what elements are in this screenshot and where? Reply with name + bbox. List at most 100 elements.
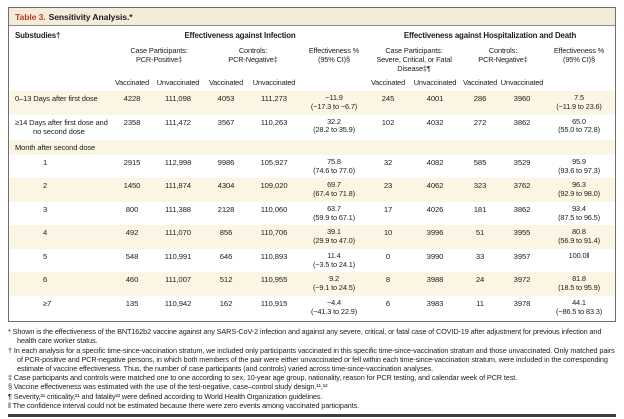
cell-value: 3957	[513, 251, 531, 261]
cell-value: 4032	[426, 117, 444, 127]
cell-value: 2128	[217, 204, 235, 214]
cell-value: 8	[385, 275, 391, 285]
cell-effectiveness: 9.2 (−9.1 to 24.5)	[312, 274, 356, 293]
section-header-row: Month after second dose	[9, 139, 615, 156]
table-row: 0–13 Days after first dose 4228 111,098 …	[9, 91, 615, 115]
cell-value: 111,070	[165, 228, 191, 238]
section-label: Month after second dose	[15, 142, 96, 152]
cell-value: 2915	[123, 158, 141, 168]
cell-value: 9986	[217, 158, 235, 168]
cell-value: 585	[473, 158, 487, 168]
sensitivity-analysis-table: Table 3. Sensitivity Analysis.* Substudie…	[8, 7, 616, 323]
subheader-case-pcr-positive: Case Participants: PCR-Positive‡	[130, 46, 188, 65]
cell-value: 110,955	[260, 275, 288, 285]
cell-value: 105,927	[260, 158, 288, 168]
cell-effectiveness: 80.8 (56.9 to 91.4)	[558, 227, 600, 246]
cell-value: 492	[125, 228, 139, 238]
bottom-rule	[8, 413, 616, 417]
col-vaccinated-3: Vaccinated	[370, 78, 406, 88]
cell-value: 3955	[513, 228, 531, 238]
cell-effectiveness: 96.3 (92.9 to 98.0)	[558, 180, 600, 199]
row-label: 1	[43, 158, 48, 168]
footnote-section: § Vaccine effectiveness was estimated wi…	[8, 382, 328, 392]
subheader-case-severe-critical-fatal: Case Participants: Severe, Critical, or …	[376, 46, 452, 74]
row-label: 0–13 Days after first dose	[15, 94, 98, 104]
cell-value: 3978	[513, 298, 531, 308]
row-label: 4	[43, 228, 48, 238]
cell-value: 24	[475, 275, 485, 285]
table-row: 3 800 111,388 2128 110,060 63.7 (59.9 to…	[9, 202, 615, 225]
footnote-double-bar: ‖ The confidence interval could not be e…	[8, 400, 360, 410]
row-label: 3	[43, 204, 48, 214]
cell-value: 11	[476, 298, 484, 308]
cell-value: 3990	[426, 251, 444, 261]
cell-effectiveness: 100.0‖	[568, 250, 590, 260]
cell-value: 4062	[426, 181, 444, 191]
cell-value: 111,472	[165, 117, 191, 127]
cell-value: 460	[125, 275, 139, 285]
cell-value: 6	[385, 298, 391, 308]
cell-value: 245	[381, 94, 395, 104]
cell-value: 4026	[426, 204, 444, 214]
cell-effectiveness: 32.2 (28.2 to 35.9)	[313, 116, 355, 135]
cell-effectiveness: 7.5 (−11.9 to 23.6)	[556, 93, 602, 111]
cell-value: 110,991	[164, 251, 192, 261]
cell-value: 1450	[123, 181, 141, 191]
cell-value: 10	[383, 228, 393, 238]
table-row: 1 2915 112,998 9986 105,927 75.8 (74.6 t…	[9, 155, 615, 178]
col-unvaccinated-1: Unvaccinated	[156, 78, 200, 88]
cell-value: 162	[219, 298, 233, 308]
table-row: 5 548 110,991 646 110,893 11.4 (−3.5 to …	[9, 249, 615, 272]
row-label: ≥7	[43, 298, 52, 308]
cell-value: 3996	[426, 228, 444, 238]
subheader-effectiveness-1: Effectiveness % (95% CI)§	[308, 46, 360, 65]
cell-effectiveness: 75.8 (74.6 to 77.0)	[313, 157, 355, 175]
cell-value: 4053	[217, 94, 235, 104]
cell-effectiveness: 63.7 (59.9 to 67.1)	[313, 203, 355, 222]
table-row: ≥14 Days after first dose and no second …	[9, 115, 615, 140]
footnote-double-dagger: ‡ Case participants and controls were ma…	[8, 373, 518, 383]
cell-value: 110,263	[260, 117, 288, 127]
column-header-substudies: Substudies†	[15, 31, 61, 40]
cell-value: 4001	[426, 94, 444, 104]
table-row: ≥7 135 110,942 162 110,915 −4.4 (−41.3 t…	[9, 296, 615, 321]
row-label: 5	[43, 251, 48, 261]
group-header-hospitalization-death: Effectiveness against Hospitalization an…	[403, 31, 577, 40]
cell-effectiveness: 93.4 (87.5 to 96.5)	[558, 203, 600, 222]
table-title-bar: Table 3. Sensitivity Analysis.*	[9, 8, 615, 26]
cell-value: 4304	[217, 181, 235, 191]
cell-value: 4228	[123, 94, 141, 104]
cell-value: 3862	[513, 204, 531, 214]
table-body: 0–13 Days after first dose 4228 111,098 …	[9, 91, 615, 321]
cell-value: 272	[473, 117, 487, 127]
cell-value: 135	[125, 298, 139, 308]
cell-value: 110,942	[164, 298, 192, 308]
cell-value: 111,098	[165, 94, 191, 104]
cell-value: 3862	[513, 117, 531, 127]
cell-value: 800	[125, 204, 139, 214]
cell-value: 3567	[217, 117, 235, 127]
cell-value: 23	[383, 181, 393, 191]
header-subgroup-row: Case Participants: PCR-Positive‡ Control…	[9, 40, 615, 73]
header-vaccination-status-row: Vaccinated Unvaccinated Vaccinated Unvac…	[9, 73, 615, 91]
table-number: Table 3.	[15, 12, 46, 22]
cell-effectiveness: 69.7 (67.4 to 71.8)	[313, 180, 355, 199]
cell-value: 3988	[426, 275, 444, 285]
cell-value: 286	[473, 94, 487, 104]
cell-effectiveness: −4.4 (−41.3 to 22.9)	[310, 297, 358, 316]
cell-effectiveness: 95.9 (93.6 to 97.3)	[558, 157, 600, 175]
cell-value: 110,706	[260, 228, 288, 238]
cell-value: 512	[219, 275, 233, 285]
cell-value: 548	[125, 251, 139, 261]
row-label: ≥14 Days after first dose and no second …	[15, 117, 108, 137]
cell-value: 111,007	[165, 275, 191, 285]
cell-effectiveness: 11.4 (−3.5 to 24.1)	[312, 250, 356, 269]
footnote-dagger: † In each analysis for a specific time-s…	[8, 345, 615, 374]
col-vaccinated-2: Vaccinated	[208, 78, 244, 88]
footnote-pilcrow: ¶ Severity,²¹ criticality,²¹ and fatalit…	[8, 391, 323, 401]
table-row: 4 492 111,070 856 110,706 39.1 (29.9 to …	[9, 225, 615, 249]
cell-value: 110,915	[260, 298, 288, 308]
cell-value: 0	[385, 251, 391, 261]
subheader-controls-pcr-negative-1: Controls: PCR-Negative‡	[228, 46, 278, 65]
table-row: 2 1450 111,874 4304 109,020 69.7 (67.4 t…	[9, 178, 615, 202]
